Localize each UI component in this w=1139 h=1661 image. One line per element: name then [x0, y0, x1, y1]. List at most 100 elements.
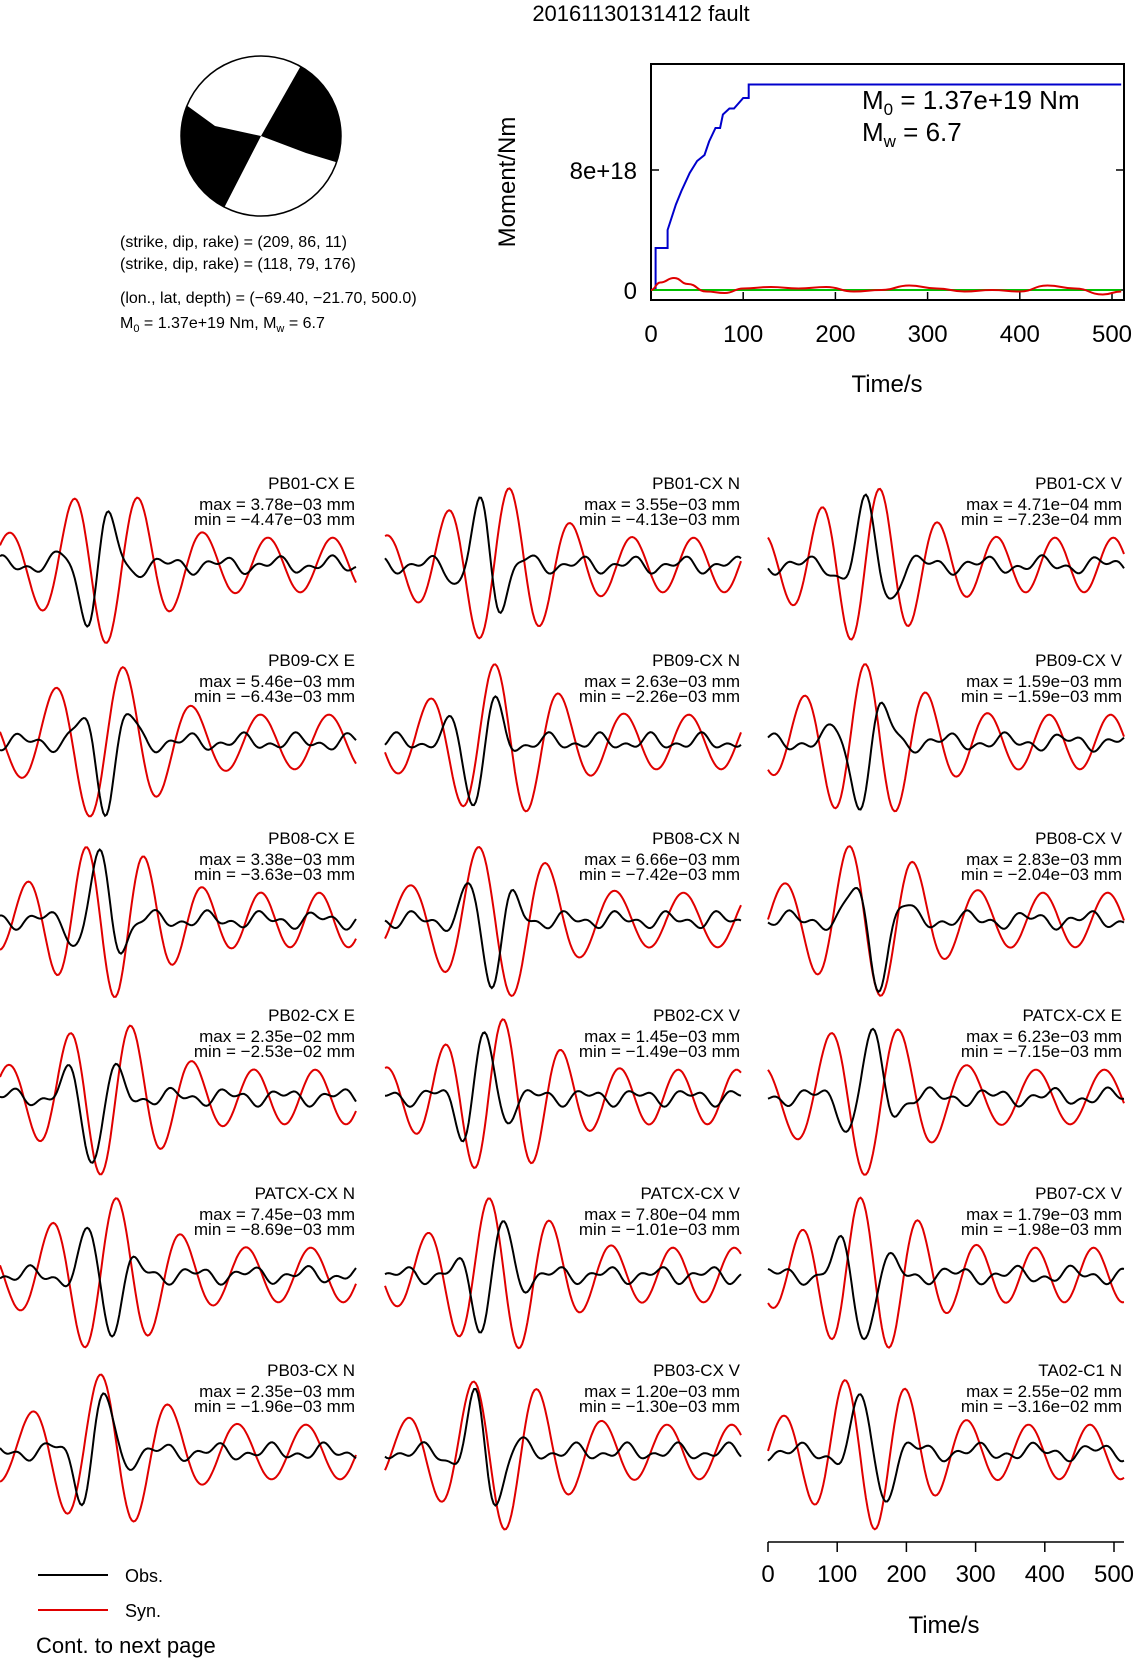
obs-trace — [767, 493, 1125, 600]
syn-trace — [767, 845, 1125, 997]
trace-min-label: min = −1.01e−03 mm — [579, 1220, 740, 1239]
trace-max-label: max = 4.71e−04 mm — [966, 495, 1122, 514]
trace-max-label: max = 2.55e−02 mm — [966, 1382, 1122, 1401]
trace-max-label: max = 2.63e−03 mm — [584, 672, 740, 691]
trace-min-label: min = −4.13e−03 mm — [579, 510, 740, 529]
syn-trace — [384, 487, 742, 640]
station-label: PB03-CX V — [653, 1361, 741, 1380]
moment-y-label: Moment/Nm — [494, 117, 521, 248]
syn-trace — [0, 846, 357, 998]
legend-obs-label: Obs. — [125, 1566, 163, 1586]
syn-trace — [384, 1018, 742, 1170]
syn-trace — [0, 666, 357, 818]
moment-summary-line: M0 = 1.37e+19 Nm, Mw = 6.7 — [120, 315, 325, 335]
obs-trace — [767, 1234, 1125, 1341]
station-label: PB01-CX E — [268, 474, 355, 493]
syn-trace — [767, 487, 1125, 641]
trace-min-label: min = −7.15e−03 mm — [961, 1042, 1122, 1061]
trace-min-label: min = −2.04e−03 mm — [961, 865, 1122, 884]
station-label: PB09-CX E — [268, 651, 355, 670]
moment-y-tick-label: 0 — [624, 278, 637, 305]
trace-max-label: max = 6.66e−03 mm — [584, 850, 740, 869]
waveform-x-tick-label: 200 — [886, 1561, 926, 1588]
moment-y-tick-label: 8e+18 — [570, 158, 637, 185]
trace-max-label: max = 2.35e−02 mm — [199, 1027, 355, 1046]
trace-max-label: max = 6.23e−03 mm — [966, 1027, 1122, 1046]
trace-max-label: max = 7.45e−03 mm — [199, 1205, 355, 1224]
syn-trace — [767, 1379, 1125, 1531]
obs-trace — [384, 695, 742, 807]
nodal-plane-2: (strike, dip, rake) = (118, 79, 176) — [120, 256, 356, 273]
syn-trace — [384, 1380, 742, 1531]
continued-note: Cont. to next page — [36, 1633, 216, 1658]
obs-trace — [767, 1393, 1125, 1503]
waveform-x-tick-label: 300 — [956, 1561, 996, 1588]
trace-max-label: max = 3.55e−03 mm — [584, 495, 740, 514]
nodal-plane-1: (strike, dip, rake) = (209, 86, 11) — [120, 234, 347, 251]
moment-x-tick-label: 200 — [815, 321, 855, 348]
station-label: PB09-CX N — [652, 651, 740, 670]
figure-title: 20161130131412 fault — [532, 1, 749, 26]
station-label: PATCX-CX V — [641, 1184, 741, 1203]
moment-cumulative-line — [651, 83, 1122, 291]
trace-min-label: min = −3.63e−03 mm — [194, 865, 355, 884]
trace-min-label: min = −7.42e−03 mm — [579, 865, 740, 884]
obs-trace — [767, 701, 1125, 811]
station-label: PB03-CX N — [267, 1361, 355, 1380]
syn-trace — [384, 1197, 742, 1350]
trace-max-label: max = 3.38e−03 mm — [199, 850, 355, 869]
trace-min-label: min = −4.47e−03 mm — [194, 510, 355, 529]
station-label: PB08-CX V — [1035, 829, 1123, 848]
trace-min-label: min = −1.59e−03 mm — [961, 687, 1122, 706]
beachball — [180, 55, 342, 217]
moment-x-tick-label: 100 — [723, 321, 763, 348]
obs-trace — [0, 1062, 357, 1164]
obs-trace — [384, 1031, 742, 1143]
moment-rate-syn-line — [650, 276, 1122, 296]
syn-trace — [0, 1197, 357, 1349]
waveform-x-tick-label: 0 — [761, 1561, 774, 1588]
trace-max-label: max = 3.78e−03 mm — [199, 495, 355, 514]
trace-max-label: max = 1.20e−03 mm — [584, 1382, 740, 1401]
station-label: TA02-C1 N — [1038, 1361, 1122, 1380]
obs-trace — [0, 1226, 357, 1338]
obs-trace — [0, 1392, 357, 1507]
syn-trace — [0, 1373, 357, 1523]
obs-trace — [767, 1027, 1125, 1133]
trace-max-label: max = 2.83e−03 mm — [966, 850, 1122, 869]
trace-max-label: max = 2.35e−03 mm — [199, 1382, 355, 1401]
moment-mw-annotation: Mw = 6.7 — [862, 117, 962, 151]
station-label: PB09-CX V — [1035, 651, 1123, 670]
waveform-x-tick-label: 100 — [817, 1561, 857, 1588]
obs-trace — [384, 496, 742, 615]
trace-max-label: max = 7.80e−04 mm — [584, 1205, 740, 1224]
obs-trace — [0, 713, 357, 818]
station-label: PB07-CX V — [1035, 1184, 1123, 1203]
trace-min-label: min = −1.98e−03 mm — [961, 1220, 1122, 1239]
station-label: PATCX-CX E — [1023, 1006, 1123, 1025]
legend-syn-label: Syn. — [125, 1601, 161, 1621]
waveform-x-tick-label: 400 — [1025, 1561, 1065, 1588]
trace-max-label: max = 1.45e−03 mm — [584, 1027, 740, 1046]
obs-trace — [0, 848, 357, 955]
syn-trace — [384, 846, 742, 998]
moment-x-tick-label: 300 — [908, 321, 948, 348]
station-label: PB01-CX N — [652, 474, 740, 493]
moment-x-tick-label: 400 — [1000, 321, 1040, 348]
station-label: PB08-CX N — [652, 829, 740, 848]
waveform-x-tick-label: 500 — [1094, 1561, 1134, 1588]
